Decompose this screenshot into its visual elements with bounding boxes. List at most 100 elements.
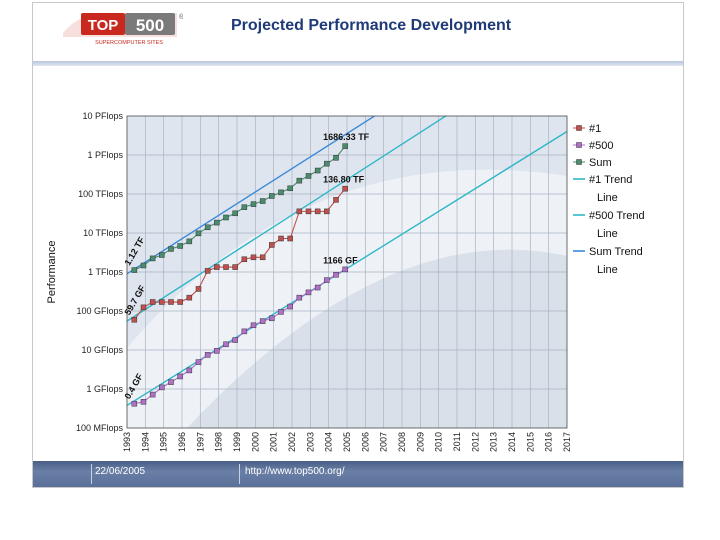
- chart-series: [131, 143, 348, 407]
- x-tick-label: 2017: [562, 432, 572, 452]
- legend-item: #500 Trend Line: [573, 210, 645, 240]
- data-annotation: 1166 GF: [323, 255, 358, 265]
- x-tick-label: 2007: [379, 432, 389, 452]
- x-tick-label: 2012: [470, 432, 480, 452]
- x-tick-label: 2005: [342, 432, 352, 452]
- data-point: [333, 197, 339, 203]
- data-point: [333, 272, 339, 278]
- data-point: [204, 352, 211, 358]
- data-point: [204, 268, 211, 274]
- data-point: [131, 267, 138, 273]
- data-point: [223, 214, 229, 221]
- data-point: [131, 316, 138, 323]
- data-point: [305, 208, 312, 215]
- x-tick-label: 2009: [415, 432, 425, 452]
- x-tick-label: 1995: [159, 432, 169, 452]
- data-point: [287, 235, 293, 242]
- data-point: [204, 224, 211, 231]
- legend-label: #1: [589, 123, 601, 135]
- y-axis-label: Performance: [46, 241, 58, 304]
- data-point: [140, 399, 147, 405]
- data-point: [168, 246, 174, 252]
- data-annotation: 1686.33 TF: [323, 132, 370, 142]
- y-tick-label: 10 PFlops: [82, 111, 123, 121]
- data-point: [269, 315, 275, 322]
- data-point: [305, 173, 312, 179]
- data-point: [324, 160, 330, 167]
- data-annotation: 136.80 TF: [323, 175, 365, 185]
- data-point: [278, 189, 284, 196]
- x-tick-label: 2003: [305, 432, 315, 452]
- data-point: [214, 219, 220, 226]
- y-tick-label: 1 GFlops: [86, 384, 123, 394]
- data-point: [168, 299, 174, 305]
- footer-divider: [239, 464, 240, 484]
- data-point: [333, 155, 339, 161]
- legend-item: Sum: [573, 157, 612, 169]
- data-point: [177, 373, 183, 380]
- footer-date: 22/06/2005: [95, 466, 146, 477]
- data-point: [278, 235, 284, 242]
- legend-item: #1: [573, 123, 601, 135]
- legend-marker: [576, 142, 582, 148]
- legend-item: #1 Trend Line: [573, 174, 632, 204]
- data-point: [259, 318, 266, 324]
- legend-label: Line: [597, 264, 618, 276]
- x-tick-label: 1999: [232, 432, 242, 452]
- data-point: [250, 322, 257, 329]
- x-tick-label: 2013: [489, 432, 499, 452]
- data-point: [314, 284, 321, 291]
- y-tick-label: 10 GFlops: [81, 345, 123, 355]
- data-point: [241, 204, 248, 210]
- data-point: [223, 264, 229, 270]
- chart-axes: 100 MFlops 1 GFlops 10 GFlops 100 GFlops 1 T…: [46, 111, 572, 452]
- data-point: [177, 299, 183, 305]
- data-point: [250, 254, 257, 261]
- data-point: [269, 242, 275, 248]
- x-tick-label: 2006: [360, 432, 370, 452]
- data-point: [140, 304, 147, 311]
- y-tick-label: 100 GFlops: [76, 306, 123, 316]
- x-tick-label: 2000: [250, 432, 260, 452]
- data-point: [214, 348, 220, 354]
- x-tick-label: 1997: [195, 432, 205, 452]
- data-point: [250, 201, 257, 207]
- data-point: [259, 198, 266, 204]
- logo-subtext: SUPERCOMPUTER SITES: [95, 40, 163, 46]
- data-point: [342, 143, 348, 149]
- logo-mark: ®: [179, 13, 183, 21]
- data-point: [324, 208, 330, 215]
- data-point: [241, 256, 248, 263]
- logo-500: 500: [136, 16, 164, 35]
- data-point: [186, 294, 193, 301]
- header-divider: [33, 61, 683, 66]
- data-point: [232, 337, 238, 343]
- data-point: [342, 185, 348, 192]
- data-point: [149, 255, 156, 262]
- data-point: [305, 289, 312, 296]
- data-point: [149, 299, 156, 305]
- data-point: [296, 208, 303, 215]
- data-point: [241, 328, 248, 335]
- data-point: [296, 177, 303, 184]
- data-point: [149, 391, 156, 398]
- legend-label: #1 Trend: [589, 174, 632, 186]
- data-point: [259, 254, 266, 261]
- data-point: [186, 238, 193, 245]
- data-point: [159, 384, 165, 391]
- data-point: [287, 303, 293, 310]
- legend-marker: [576, 125, 582, 131]
- x-tick-label: 2004: [324, 432, 334, 452]
- data-point: [159, 252, 165, 258]
- slide: TOP 500 ® SUPERCOMPUTER SITES Projected …: [32, 2, 684, 488]
- x-tick-label: 2016: [544, 432, 554, 452]
- y-tick-label: 1 PFlops: [87, 150, 123, 160]
- footer-url[interactable]: http://www.top500.org/: [245, 466, 345, 477]
- x-tick-label: 2002: [287, 432, 297, 452]
- data-point: [195, 230, 202, 237]
- data-point: [269, 193, 275, 199]
- x-tick-label: 2001: [269, 432, 279, 452]
- legend-marker: [576, 159, 582, 165]
- x-tick-label: 2010: [434, 432, 444, 452]
- watermark-swoosh: [187, 249, 567, 428]
